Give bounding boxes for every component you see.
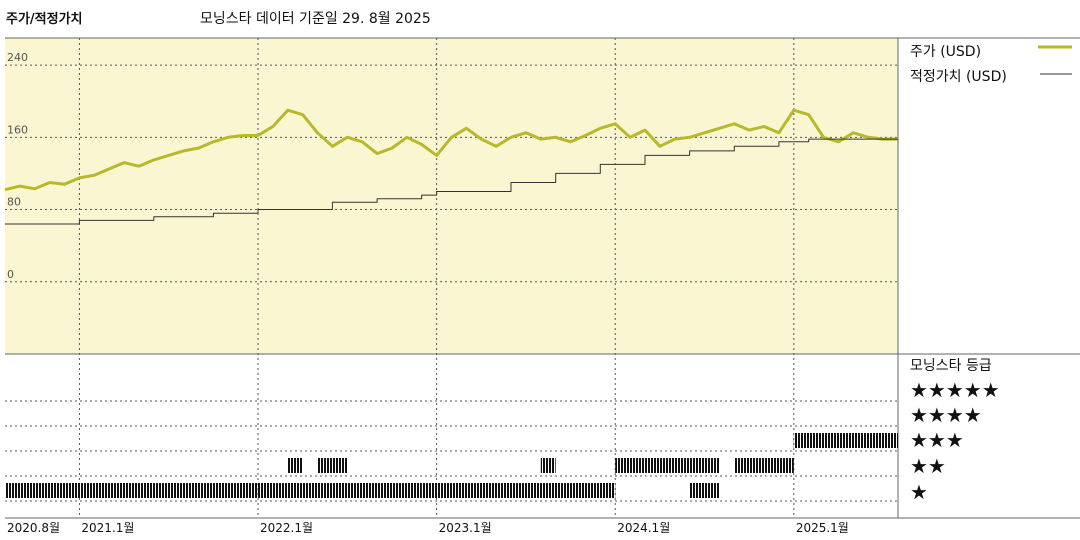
y-tick-label: 160 (7, 123, 28, 136)
rating-band-3-star (793, 433, 898, 448)
rating-title: 모닝스타 등급 (910, 358, 992, 374)
x-tick-label: 2022.1월 (260, 521, 313, 535)
y-tick-label: 0 (7, 268, 14, 281)
y-tick-label: 240 (7, 51, 28, 64)
series-lines (4, 108, 898, 225)
rating-grid (5, 400, 898, 502)
legend-fair-value-label: 적정가치 (USD) (910, 69, 1007, 85)
rating-band-2-star (287, 458, 303, 473)
x-tick-label: 2025.1월 (796, 521, 849, 535)
price-line (4, 108, 898, 192)
chart-title: 주가/적정가치 (6, 12, 83, 27)
stars-5: ★★★★★ (910, 378, 1000, 402)
stars-3: ★★★ (910, 428, 964, 452)
x-tick-label: 2020.8월 (7, 521, 60, 535)
rating-band-2-star (317, 458, 348, 473)
x-tick-label: 2023.1월 (439, 521, 492, 535)
rating-band-2-star (540, 458, 556, 473)
rating-bars (5, 433, 898, 498)
x-axis-labels: 2020.8월 2021.1월 2022.1월 2023.1월 2024.1월 2025.… (7, 521, 849, 535)
price-panel-background (5, 38, 898, 354)
stars-2: ★★ (910, 454, 946, 478)
stars-1: ★ (910, 480, 928, 504)
x-tick-label: 2024.1월 (617, 521, 670, 535)
rating-band-1-star (689, 483, 720, 498)
rating-band-1-star (421, 483, 616, 498)
x-tick-label: 2021.1월 (81, 521, 134, 535)
rating-band-2-star (615, 458, 720, 473)
fair-value-line (5, 138, 898, 225)
rating-band-1-star (5, 483, 422, 498)
y-tick-label: 80 (7, 196, 21, 209)
data-date-label: 모닝스타 데이터 기준일 29. 8월 2025 (200, 11, 431, 27)
rating-band-2-star (734, 458, 794, 473)
y-axis-labels: 0 80 160 240 (7, 51, 28, 281)
legend-price-label: 주가 (USD) (910, 44, 982, 60)
stars-4: ★★★★ (910, 403, 982, 427)
